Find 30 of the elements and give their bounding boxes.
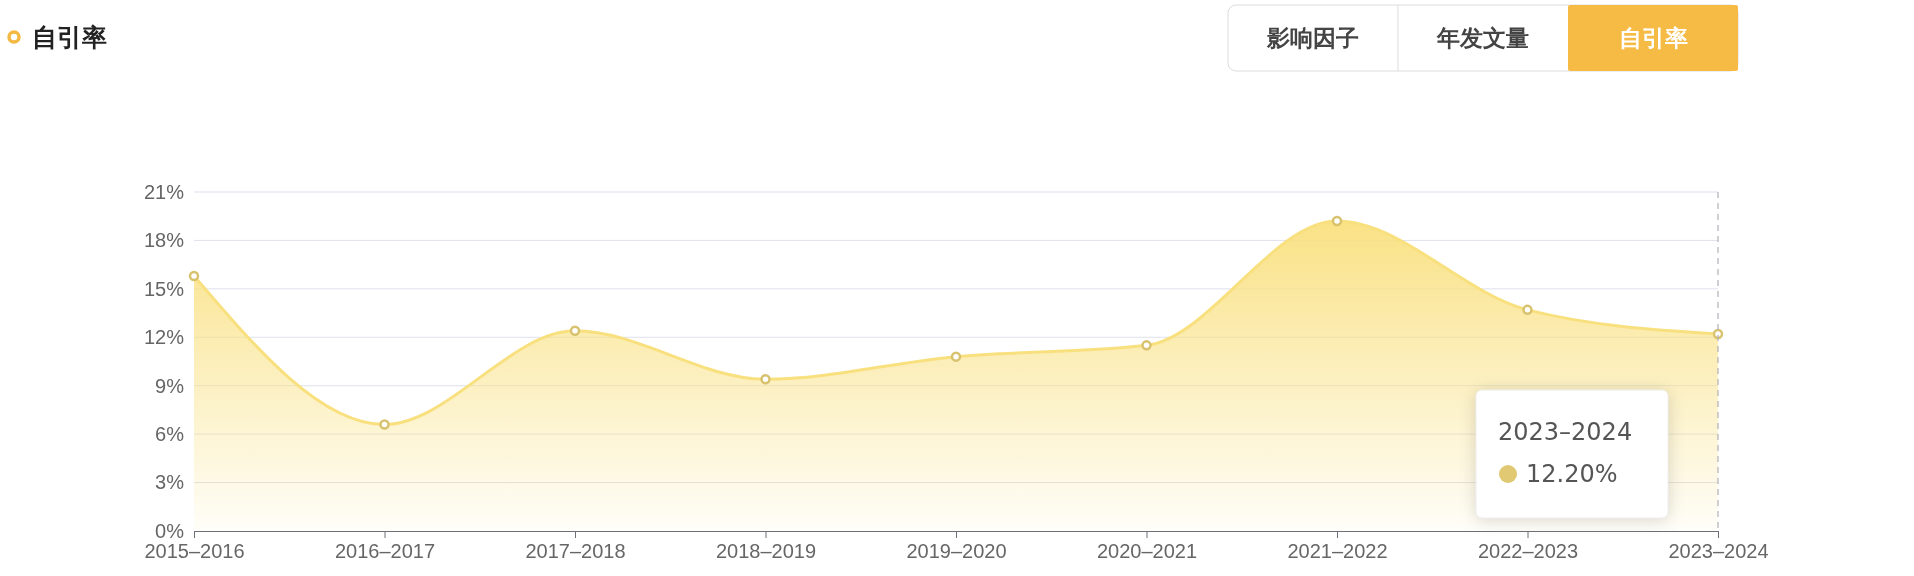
annotation: 12.20% [1526,460,1618,488]
y-tick-label: 12% [143,326,185,349]
annotation: 2023–2024 [1498,418,1633,446]
y-tick-label: 3% [155,471,185,494]
y-tick-label: 6% [155,423,185,446]
tooltip-card: 2023–2024 12.20% [1475,389,1669,519]
y-tick-label: 21% [143,180,185,203]
point [950,351,962,362]
y-tick-label: 15% [143,277,185,300]
x-tick-label: 2020–2021 [1096,540,1198,563]
x-tick-label: 2018–2019 [715,540,817,563]
x-tick-label: 2021–2022 [1287,540,1388,563]
x-tick-label: 2017–2018 [525,540,626,563]
x-tick-label: 2015–2016 [144,540,245,563]
chart-title: 自引率 [32,23,107,52]
x-tick-label: 2022–2023 [1477,540,1579,563]
point [1331,215,1343,227]
point [1141,340,1152,351]
x-tick-label: 2016–2017 [334,540,436,563]
y-tick-label: 18% [143,229,185,252]
point [569,325,581,337]
x-tick-label: 2023–2024 [1668,540,1769,563]
point [379,419,390,430]
y-tick-label: 9% [155,374,185,397]
point [188,270,200,282]
x-tick-label: 2019–2020 [906,540,1007,563]
y-tick-label: 0% [155,519,185,542]
point [1522,304,1533,316]
point [760,374,771,385]
tab-buttons: 影响因子 年发文量 自引率 [1227,4,1739,72]
